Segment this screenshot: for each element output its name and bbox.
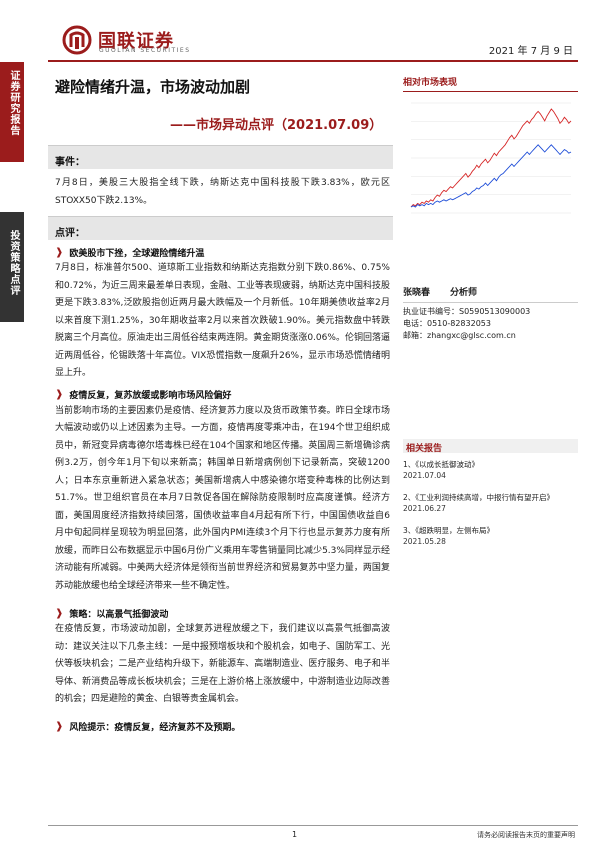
analyst-info: 张晓春 分析师 执业证书编号：S0590513090003 电话：0510-82… <box>403 287 578 342</box>
chart-series-line-0 <box>410 108 572 208</box>
related-report-date: 2021.05.28 <box>403 537 446 546</box>
analyst-name-row: 张晓春 分析师 <box>403 287 578 303</box>
section-title: 风险提示：疫情反复，经济复苏不及预期。 <box>69 723 241 733</box>
chevron-right-icon: ❱ <box>55 246 64 258</box>
section-title: 疫情反复，复苏放缓或影响市场风险偏好 <box>69 391 232 401</box>
page-number: 1 <box>292 830 298 839</box>
report-title: 避险情绪升温，市场波动加剧 <box>55 78 251 96</box>
events-heading: 事件： <box>48 145 393 169</box>
right-panel: 相对市场表现 张晓春 分析师 执业证书编号：S0590513090003 电话：… <box>403 75 578 546</box>
sidebar-tag-report-type: 证券研究报告 <box>0 62 24 162</box>
section-text: 当前影响市场的主要因素仍是疫情、经济复苏力度以及货币政策节奏。昨日全球市场大幅波… <box>55 405 390 591</box>
related-report-item[interactable]: 1、《以成长抵御波动》 2021.07.04 <box>403 459 578 481</box>
related-report-item[interactable]: 2、《工业利润持续高增，中报行情有望开启》 2021.06.27 <box>403 492 578 514</box>
analyst-license: 执业证书编号：S0590513090003 <box>403 307 531 316</box>
section-title: 策略：以高景气抵御波动 <box>69 609 169 620</box>
section-heading: ❱ 策略：以高景气抵御波动 <box>48 601 393 621</box>
section-heading: ❱ 风险提示：疫情反复，经济复苏不及预期。 <box>48 715 393 735</box>
logo-mark-icon <box>62 25 92 55</box>
related-report-title: 2、《工业利润持续高增，中报行情有望开启》 <box>403 493 555 502</box>
report-header: 国联证券 GUOLIAN SECURITIES 2021 年 7 月 9 日 <box>0 0 595 62</box>
footer-divider <box>48 825 578 826</box>
chart-series-line-1 <box>410 144 572 208</box>
chart-series <box>410 108 572 208</box>
comments-heading: 点评： <box>48 216 393 240</box>
section-text: 在疫情反复，市场波动加剧，全球复苏进程放缓之下，我们建议以高景气抵御高波动：建议… <box>55 624 390 704</box>
logo-english-name: GUOLIAN SECURITIES <box>99 47 191 54</box>
related-report-date: 2021.07.04 <box>403 471 446 480</box>
chart-heading: 相对市场表现 <box>403 75 578 92</box>
analyst-role: 分析师 <box>450 288 478 298</box>
main-content: 事件： 7月8日，美股三大股指全线下跌，纳斯达克中国科技股下跌3.83%，欧元区… <box>48 145 393 735</box>
related-report-title: 1、《以成长抵御波动》 <box>403 460 480 469</box>
section-text: 7月8日，标准普尔500、道琼斯工业指数和纳斯达克指数分别下跌0.86%、0.7… <box>55 263 390 378</box>
company-logo: 国联证券 GUOLIAN SECURITIES <box>62 25 222 57</box>
chevron-right-icon: ❱ <box>55 389 64 400</box>
section-heading: ❱ 欧美股市下挫，全球避险情绪升温 <box>48 240 393 260</box>
related-report-item[interactable]: 3、《超跌明显，左侧布局》 2021.05.28 <box>403 525 578 547</box>
events-text: 7月8日，美股三大股指全线下跌，纳斯达克中国科技股下跌3.83%，欧元区STOX… <box>55 178 390 206</box>
report-date: 2021 年 7 月 9 日 <box>488 46 573 57</box>
sidebar-tag-label: 投资策略点评 <box>8 230 19 296</box>
footer-disclaimer: 请务必阅读报告末页的重要声明 <box>477 831 575 839</box>
sidebar-tag-category: 投资策略点评 <box>0 212 24 322</box>
related-reports-list: 1、《以成长抵御波动》 2021.07.04 2、《工业利润持续高增，中报行情有… <box>403 459 578 558</box>
sidebar-tag-label: 证券研究报告 <box>8 70 19 136</box>
chart-grid <box>411 102 571 214</box>
header-divider <box>48 60 578 62</box>
section-heading: ❱ 疫情反复，复苏放缓或影响市场风险偏好 <box>48 383 393 403</box>
analyst-phone: 电话：0510-82832053 <box>403 319 491 328</box>
report-subtitle: ——市场异动点评（2021.07.09） <box>170 118 383 133</box>
logo-chinese-name: 国联证券 <box>98 31 174 52</box>
analyst-name: 张晓春 <box>403 288 431 298</box>
related-report-title: 3、《超跌明显，左侧布局》 <box>403 526 495 535</box>
relative-performance-chart <box>410 102 572 214</box>
chevron-right-icon: ❱ <box>55 607 64 619</box>
related-reports-heading: 相关报告 <box>403 439 578 454</box>
analyst-email[interactable]: 邮箱：zhangxc@glsc.com.cn <box>403 331 516 340</box>
section-title: 欧美股市下挫，全球避险情绪升温 <box>69 248 205 259</box>
related-report-date: 2021.06.27 <box>403 504 446 513</box>
chevron-right-icon: ❱ <box>55 721 64 732</box>
